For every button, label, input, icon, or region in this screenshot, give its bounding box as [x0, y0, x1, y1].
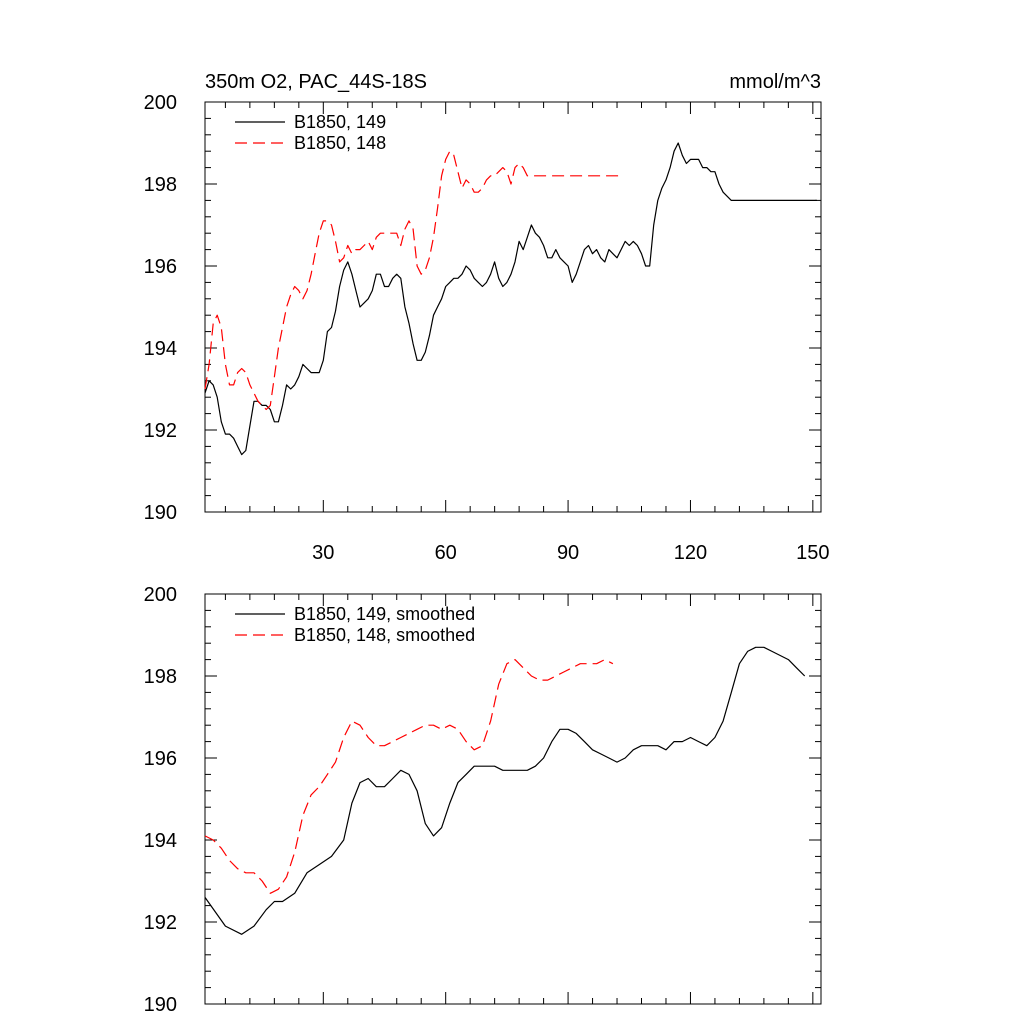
series-line-1 — [204, 150, 622, 411]
panel-top: 190 192 194 196 198 200 30 60 90 120 150 350m O2, P… — [144, 71, 830, 564]
panel-bottom: 190 192 194 196 198 200 B1850, 149, smoothedB1… — [144, 584, 822, 1016]
x-tick-label: 90 — [557, 542, 579, 564]
chart-title: 350m O2, PAC_44S-18S — [205, 71, 427, 93]
y-tick-label: 200 — [144, 92, 177, 114]
y-tick-label: 192 — [144, 912, 177, 934]
series-line-0 — [204, 646, 806, 935]
series-line-0 — [204, 142, 817, 456]
plot-frame — [204, 101, 822, 513]
y-tick-label: 198 — [144, 174, 177, 196]
y-tick-label: 196 — [144, 256, 177, 278]
units-label: mmol/m^3 — [729, 71, 821, 93]
x-tick-label: 120 — [674, 542, 707, 564]
series-line-1 — [204, 658, 614, 894]
legend-label-0: B1850, 149 — [294, 112, 386, 132]
plot-frame — [204, 593, 822, 1005]
y-tick-label: 196 — [144, 748, 177, 770]
y-tick-label: 190 — [144, 994, 177, 1016]
y-tick-label: 198 — [144, 666, 177, 688]
y-tick-label: 194 — [144, 338, 177, 360]
x-tick-label: 30 — [312, 542, 334, 564]
legend-label-0: B1850, 149, smoothed — [294, 604, 475, 624]
legend-label-1: B1850, 148 — [294, 133, 386, 153]
legend-label-1: B1850, 148, smoothed — [294, 625, 475, 645]
y-tick-label: 194 — [144, 830, 177, 852]
x-tick-label: 150 — [796, 542, 829, 564]
y-tick-label: 200 — [144, 584, 177, 606]
x-tick-label: 60 — [435, 542, 457, 564]
y-tick-label: 190 — [144, 502, 177, 524]
y-tick-label: 192 — [144, 420, 177, 442]
